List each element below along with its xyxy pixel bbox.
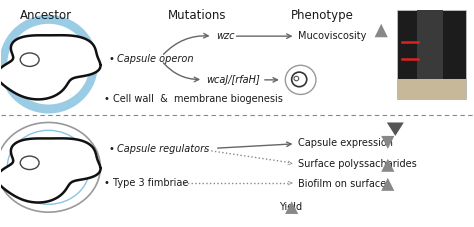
Text: Phenotype: Phenotype (291, 9, 353, 22)
Text: Mutations: Mutations (168, 9, 226, 22)
FancyBboxPatch shape (397, 10, 465, 99)
Ellipse shape (0, 123, 100, 212)
Ellipse shape (285, 65, 316, 94)
Polygon shape (374, 24, 388, 37)
Text: Mucoviscosity: Mucoviscosity (298, 31, 366, 41)
Text: Capsule expression: Capsule expression (298, 138, 393, 148)
Ellipse shape (20, 156, 39, 170)
Polygon shape (0, 35, 100, 99)
Text: • Cell wall  &  membrane biogenesis: • Cell wall & membrane biogenesis (104, 94, 283, 104)
Text: Biofilm on surface: Biofilm on surface (298, 179, 386, 189)
Polygon shape (285, 201, 298, 214)
Text: Ancestor: Ancestor (20, 9, 72, 22)
FancyBboxPatch shape (417, 10, 443, 99)
Text: Capsule operon: Capsule operon (117, 54, 193, 64)
Text: •: • (109, 144, 117, 154)
Ellipse shape (7, 24, 90, 104)
Ellipse shape (292, 72, 307, 87)
Ellipse shape (20, 53, 39, 67)
Text: wzc: wzc (216, 31, 234, 41)
Ellipse shape (294, 76, 299, 81)
Text: wcaJ/[rfaH]: wcaJ/[rfaH] (206, 75, 260, 85)
Ellipse shape (0, 15, 98, 114)
Text: Yield: Yield (279, 202, 302, 212)
FancyBboxPatch shape (397, 79, 465, 99)
Polygon shape (387, 123, 404, 136)
Text: Surface polyssacharides: Surface polyssacharides (298, 159, 417, 169)
Polygon shape (381, 136, 394, 149)
Text: •: • (109, 54, 117, 64)
Polygon shape (381, 178, 394, 191)
Polygon shape (0, 138, 100, 202)
Text: • Type 3 fimbriae: • Type 3 fimbriae (104, 178, 189, 188)
Text: Capsule regulators: Capsule regulators (117, 144, 209, 154)
Polygon shape (381, 159, 394, 172)
